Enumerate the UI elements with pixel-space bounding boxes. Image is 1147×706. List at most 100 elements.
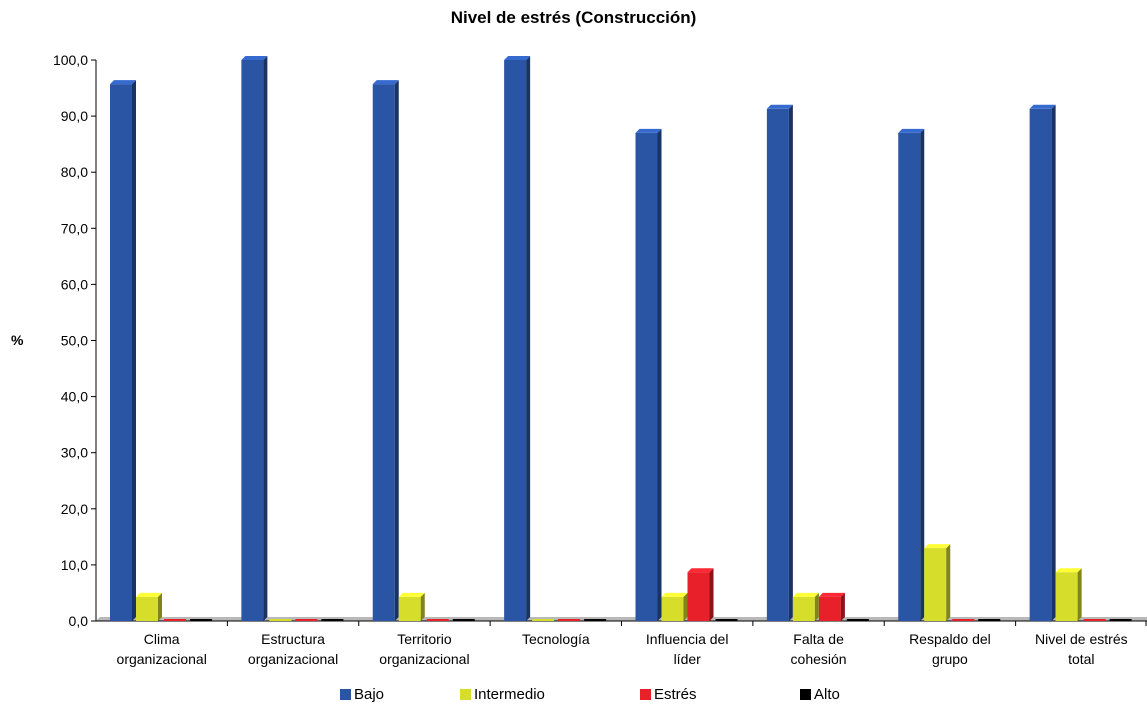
bar-top <box>398 592 425 597</box>
x-tick-label: cohesión <box>791 651 847 667</box>
bar-side <box>263 56 268 621</box>
bar-side <box>394 80 399 622</box>
x-tick-label: organizacional <box>117 651 207 667</box>
y-tick-label: 80,0 <box>61 164 88 180</box>
legend-label: Intermedio <box>474 686 545 703</box>
bar-front <box>924 548 947 621</box>
bar-front <box>398 596 421 621</box>
y-tick-label: 60,0 <box>61 276 88 292</box>
bar-zero <box>584 619 607 621</box>
legend-swatch <box>800 689 811 700</box>
bar-alto <box>452 619 475 621</box>
bar-top <box>818 592 845 597</box>
bar-side <box>526 56 531 621</box>
bar-alto <box>715 619 738 621</box>
bar-intermedio <box>792 592 819 621</box>
bar-estrés <box>818 592 845 621</box>
bar-top <box>241 56 268 60</box>
bar-zero <box>452 619 475 621</box>
x-tick-label: total <box>1068 651 1094 667</box>
chart-title: Nivel de estrés (Construcción) <box>450 8 697 27</box>
bar-top <box>766 104 793 109</box>
bar-front <box>504 60 527 621</box>
bar-alto <box>190 619 212 621</box>
bar-estrés <box>687 568 714 621</box>
x-tick-label: organizacional <box>379 651 469 667</box>
bar-front <box>687 572 710 621</box>
bar-bajo <box>372 80 399 622</box>
bar-side <box>158 592 162 621</box>
bar-side <box>946 544 951 621</box>
bar-front <box>766 108 789 621</box>
bar-top <box>372 80 399 85</box>
y-tick-label: 40,0 <box>61 389 88 405</box>
bar-top <box>661 592 688 597</box>
bar-top <box>924 544 951 549</box>
bar-alto <box>846 619 869 621</box>
y-tick-label: 20,0 <box>61 501 88 517</box>
bar-intermedio <box>269 619 292 621</box>
bar-estrés <box>952 619 975 621</box>
x-tick-label: Influencia del <box>646 631 729 647</box>
y-axis-label: % <box>11 332 24 348</box>
bar-front <box>792 596 815 621</box>
bar-top <box>792 592 819 597</box>
legend-item-estrés: Estrés <box>640 686 697 703</box>
bar-front <box>110 84 132 622</box>
bar-intermedio <box>398 592 425 621</box>
bar-side <box>420 592 425 621</box>
bar-top <box>635 128 662 133</box>
bar-front <box>661 596 684 621</box>
bar-zero <box>269 619 292 621</box>
bar-bajo <box>766 104 793 621</box>
bar-estrés <box>426 619 449 621</box>
bar-estrés <box>295 619 318 621</box>
bar-side <box>840 592 845 621</box>
bar-front <box>898 132 921 621</box>
bar-front <box>818 596 841 621</box>
bar-estrés <box>558 619 581 621</box>
legend-label: Alto <box>814 686 840 703</box>
bar-front <box>241 60 264 621</box>
bar-zero <box>295 619 318 621</box>
bar-intermedio <box>1055 568 1082 621</box>
y-tick-label: 70,0 <box>61 220 88 236</box>
bar-bajo <box>241 56 268 621</box>
bar-zero <box>164 619 186 621</box>
bar-zero <box>558 619 581 621</box>
legend-item-bajo: Bajo <box>340 686 384 703</box>
bar-zero <box>715 619 738 621</box>
bar-zero <box>321 619 344 621</box>
legend-swatch <box>460 689 471 700</box>
bar-intermedio <box>924 544 951 621</box>
bar-top <box>687 568 714 573</box>
x-tick-label: Respaldo del <box>909 631 991 647</box>
x-tick-label: Nivel de estrés <box>1035 631 1128 647</box>
bar-zero <box>1083 619 1106 621</box>
bar-zero <box>532 619 555 621</box>
bar-side <box>920 128 925 621</box>
bar-zero <box>426 619 449 621</box>
bar-top <box>110 80 136 85</box>
bar-bajo <box>1029 104 1056 621</box>
legend-label: Bajo <box>354 686 385 703</box>
bar-intermedio <box>661 592 688 621</box>
bar-zero <box>190 619 212 621</box>
bar-side <box>709 568 714 621</box>
bar-top <box>1055 568 1082 573</box>
x-tick-label: grupo <box>932 651 968 667</box>
bar-alto <box>1109 619 1132 621</box>
legend-item-alto: Alto <box>800 686 840 703</box>
bar-front <box>1029 108 1052 621</box>
bar-side <box>814 592 819 621</box>
x-tick-label: Falta de <box>793 631 844 647</box>
x-tick-label: organizacional <box>248 651 338 667</box>
y-tick-label: 0,0 <box>69 613 89 629</box>
bar-zero <box>978 619 1001 621</box>
bar-chart: 0,0 10,0 20,0 30,0 40,0 50,0 60,0 70,0 80,0 90,0 1… <box>53 52 1147 667</box>
bar-side <box>683 592 688 621</box>
bar-zero <box>846 619 869 621</box>
x-tick-label: Clima <box>144 631 180 647</box>
y-tick-label: 90,0 <box>61 108 88 124</box>
bar-side <box>1051 104 1056 621</box>
